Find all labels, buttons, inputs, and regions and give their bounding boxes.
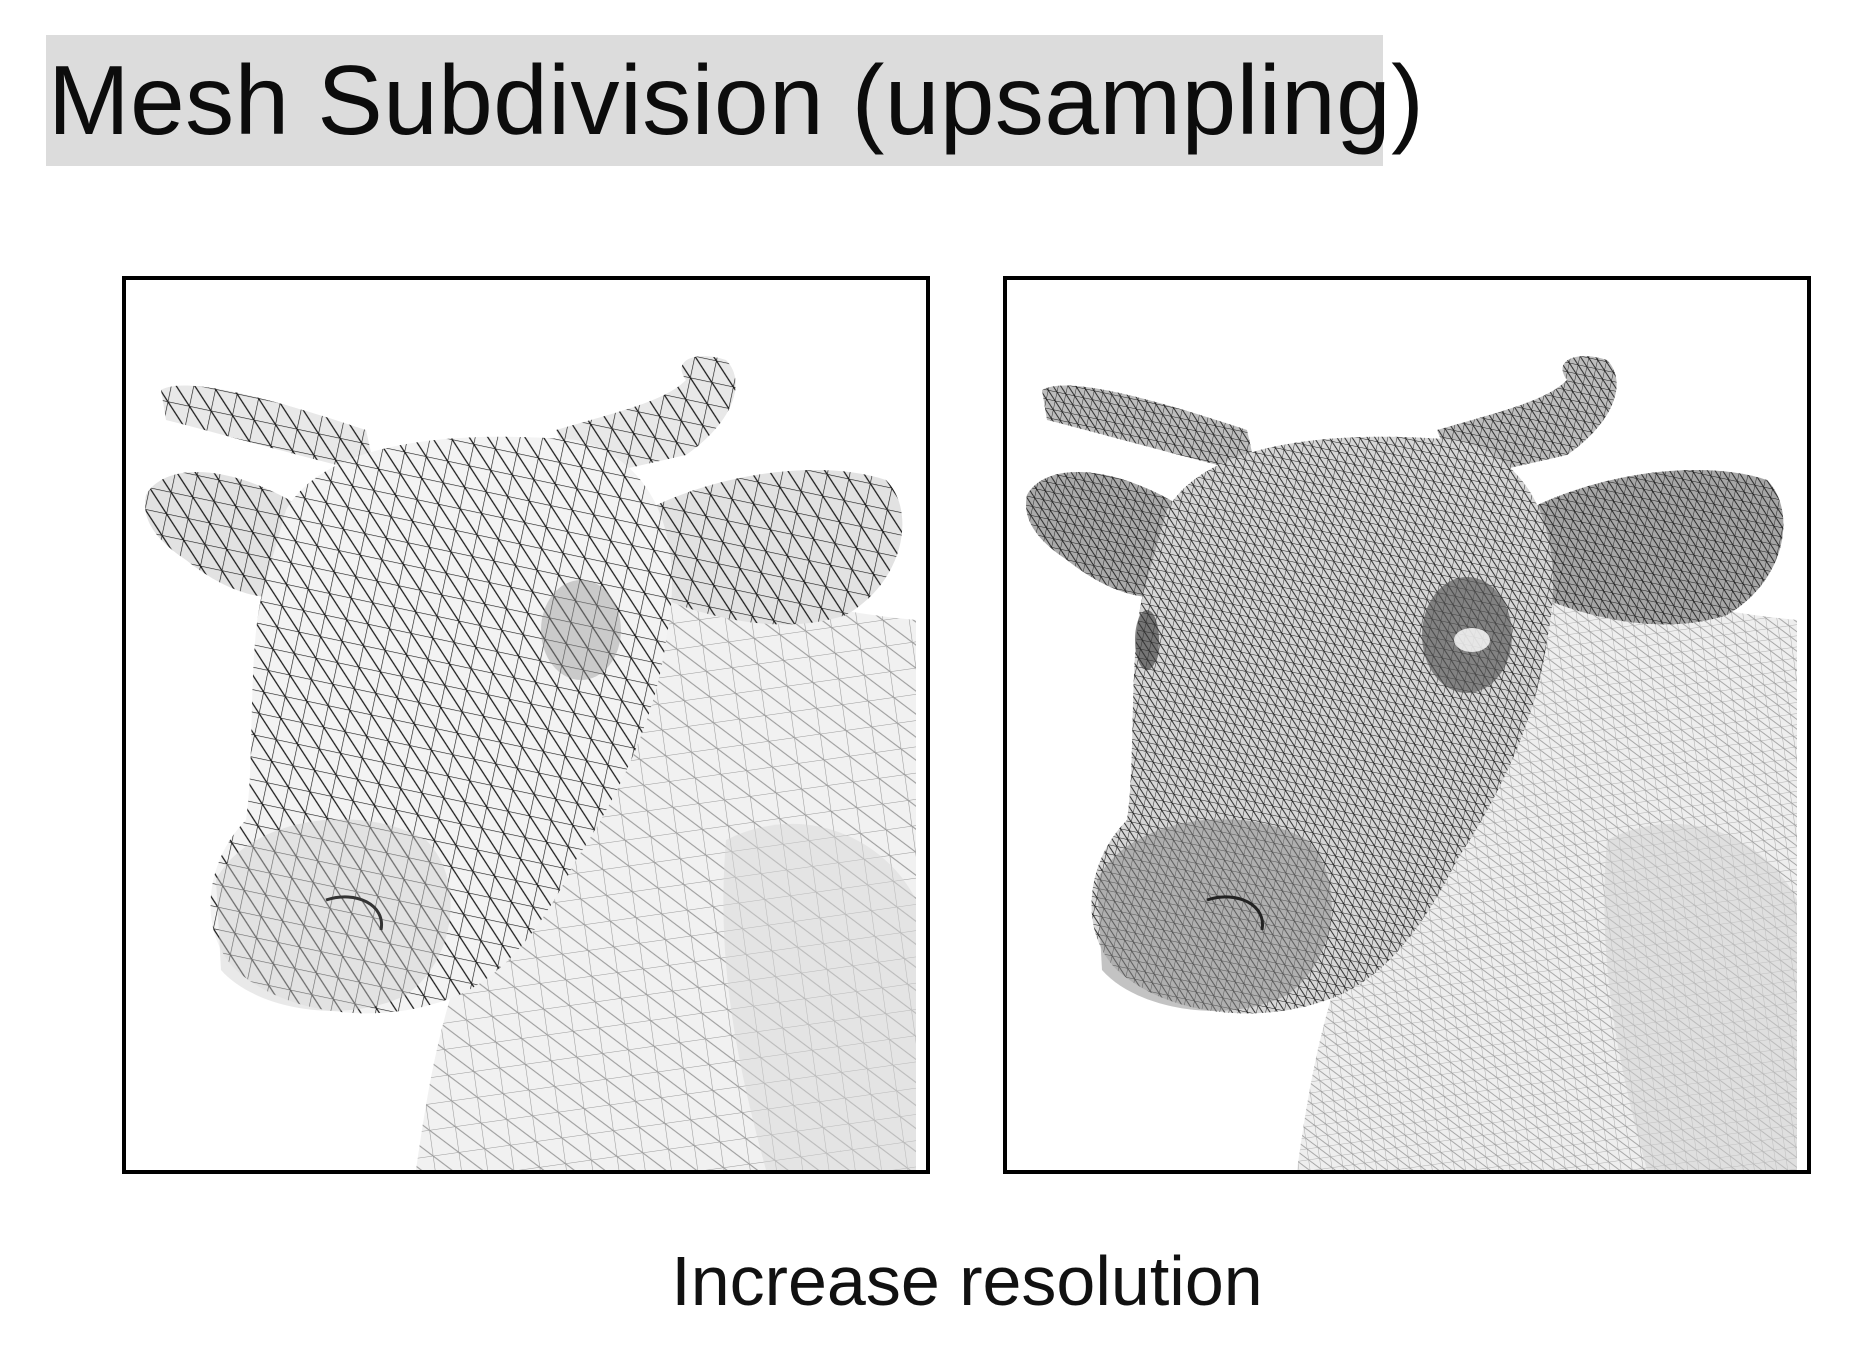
cow-head-coarse-wireframe-image [145,356,916,1170]
cow-head-subdivided-wireframe-image [1026,356,1797,1170]
title-banner: Mesh Subdivision (upsampling) [46,35,1424,166]
coarse-mesh-panel [122,276,930,1174]
fine-mesh-panel [1003,276,1811,1174]
slide-caption: Increase resolution [671,1242,1263,1320]
slide-title: Mesh Subdivision (upsampling) [48,45,1425,155]
